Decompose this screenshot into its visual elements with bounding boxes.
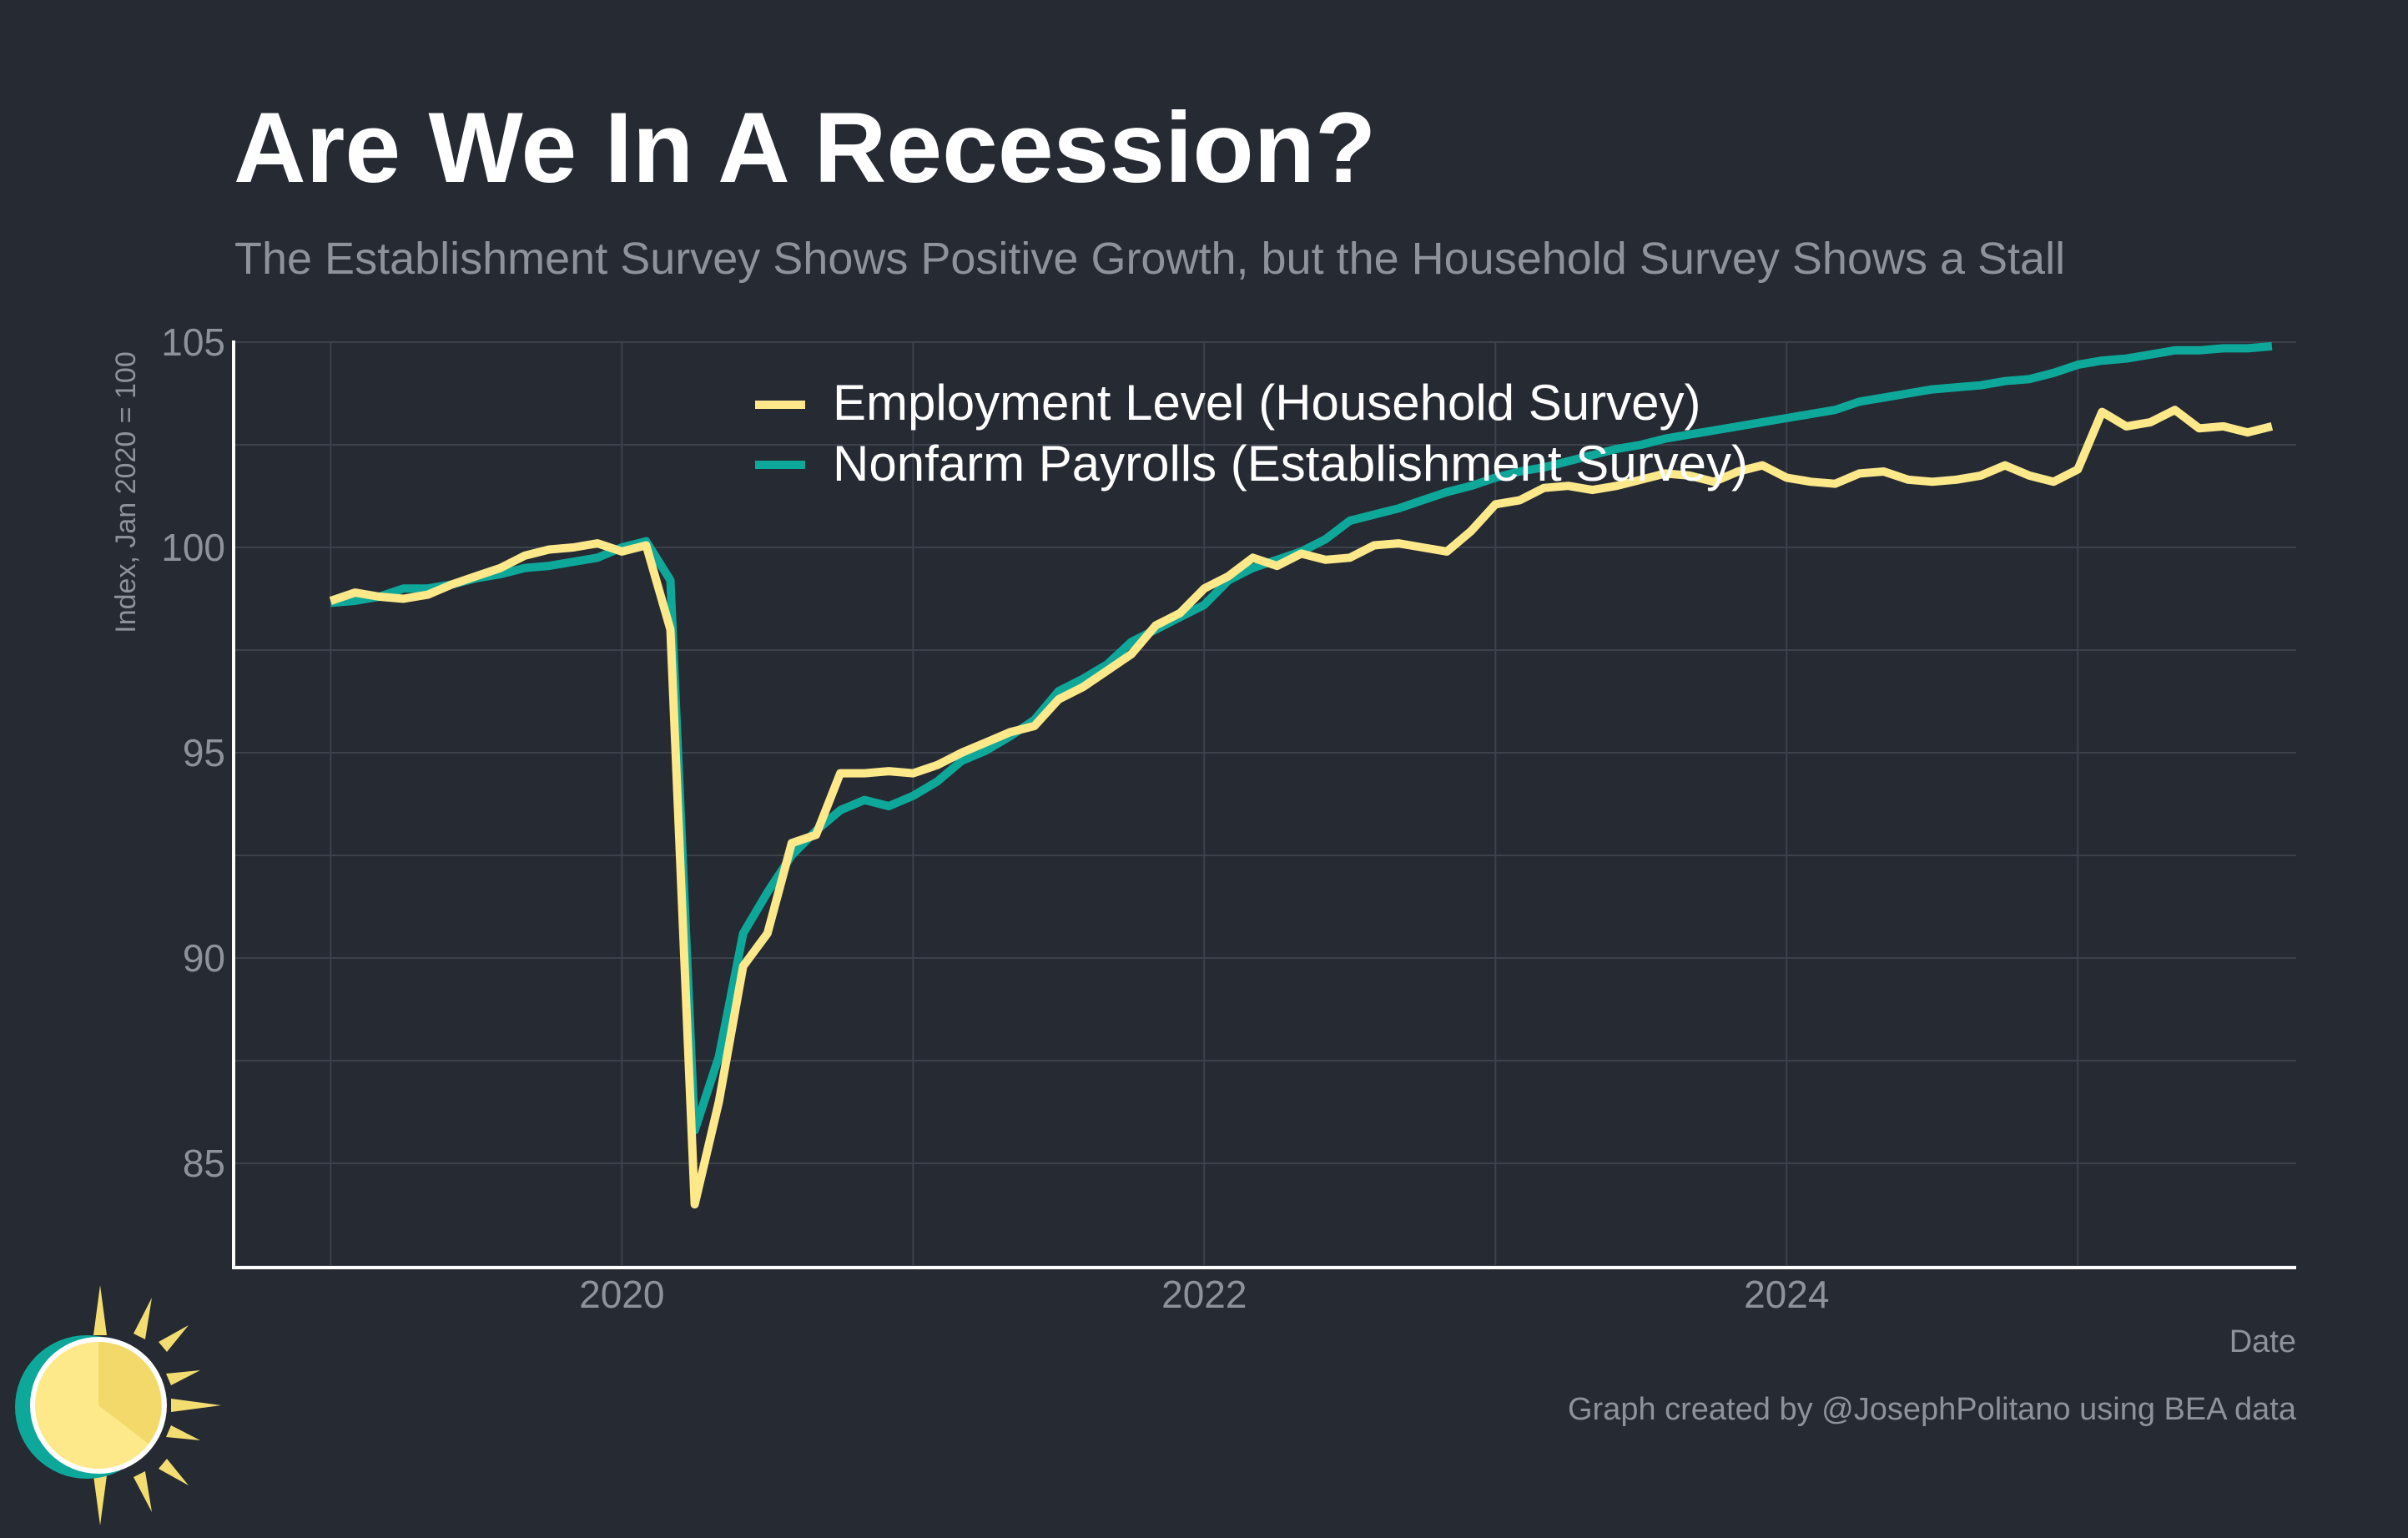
y-tick-label: 100 — [161, 526, 225, 569]
x-tick-label: 2022 — [1161, 1273, 1247, 1316]
y-tick-label: 95 — [183, 731, 225, 774]
series-line-household — [329, 406, 2274, 1209]
chart-caption: Graph created by @JosephPolitano using B… — [1568, 1392, 2297, 1427]
legend-label-establishment: Nonfarm Payrolls (Establishment Survey) — [833, 436, 1748, 492]
y-axis-label: Index, Jan 2020 = 100 — [110, 351, 142, 633]
chart-subtitle: The Establishment Survey Shows Positive … — [234, 234, 2065, 284]
x-tick-label: 2020 — [579, 1273, 664, 1316]
sun-icon — [15, 1285, 221, 1525]
legend: Employment Level (Household Survey) Nonf… — [755, 375, 1748, 492]
y-tick-label: 105 — [161, 320, 225, 364]
y-tick-label: 85 — [183, 1142, 225, 1185]
legend-label-household: Employment Level (Household Survey) — [833, 375, 1700, 431]
chart-title: Are We In A Recession? — [234, 92, 1376, 204]
series-lines — [329, 341, 2274, 1209]
y-tick-label: 90 — [183, 936, 225, 980]
axes: 85 90 95 100 105 2020 2022 2024 — [161, 320, 2296, 1316]
x-axis-label: Date — [2229, 1324, 2296, 1359]
x-tick-label: 2024 — [1744, 1273, 1829, 1316]
